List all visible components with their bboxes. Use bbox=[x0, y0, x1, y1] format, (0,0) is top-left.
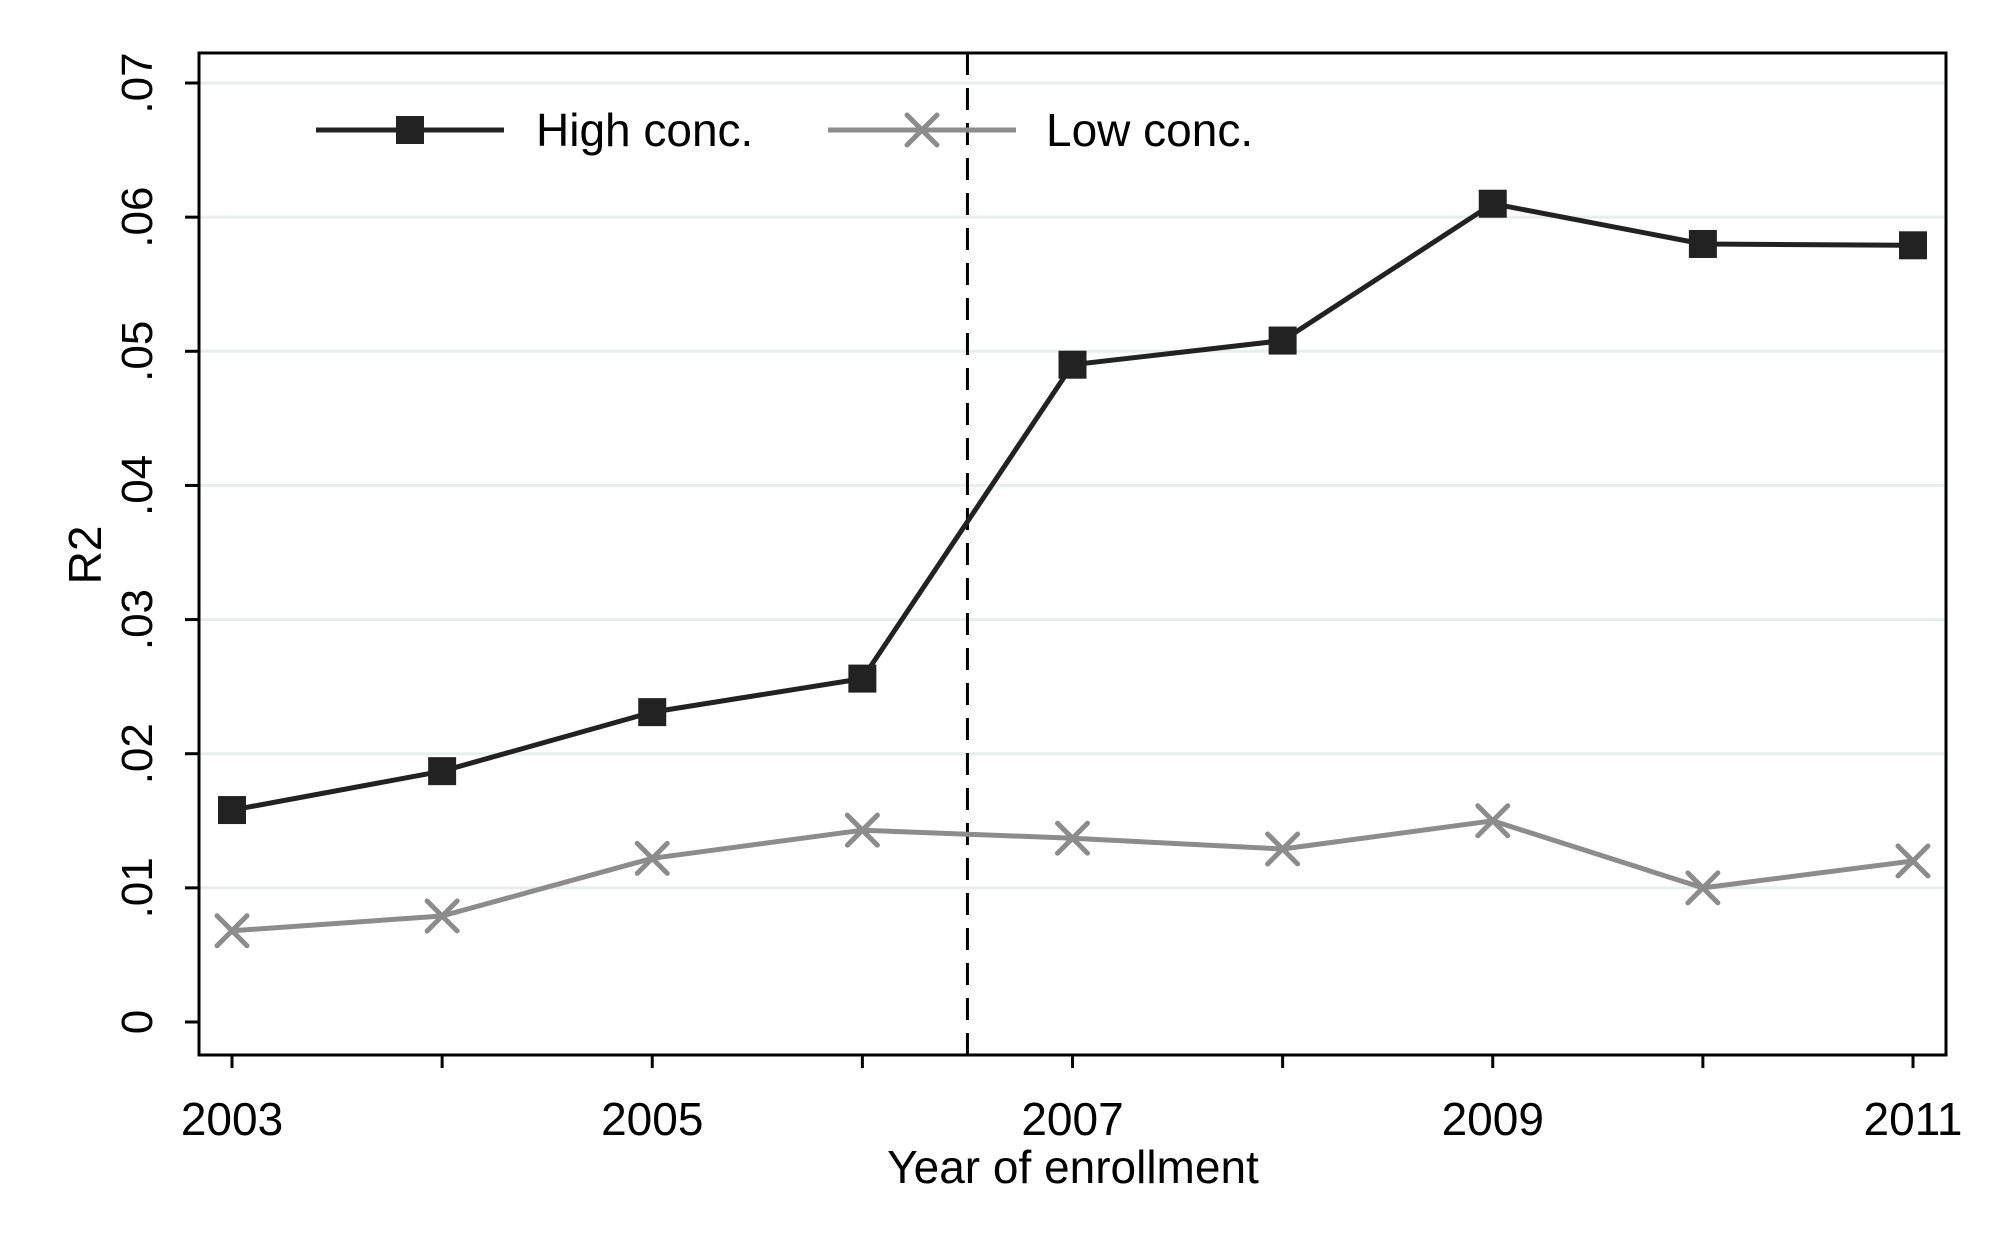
y-tick-label: .01 bbox=[113, 857, 162, 918]
y-tick-label: .05 bbox=[113, 321, 162, 382]
legend: High conc. Low conc. bbox=[316, 104, 1253, 156]
data-point bbox=[1895, 843, 1931, 879]
y-tick-label: .06 bbox=[113, 187, 162, 248]
legend-label: Low conc. bbox=[1046, 104, 1253, 156]
legend-item: Low conc. bbox=[828, 104, 1253, 156]
data-point bbox=[1688, 229, 1717, 258]
data-point bbox=[638, 698, 667, 727]
x-tick-label: 2007 bbox=[1021, 1093, 1123, 1145]
data-point bbox=[1055, 820, 1090, 856]
legend-marker bbox=[904, 112, 940, 148]
data-point bbox=[1899, 231, 1927, 260]
x-tick-label: 2003 bbox=[181, 1093, 283, 1145]
data-point bbox=[634, 840, 670, 876]
legend-label: High conc. bbox=[536, 104, 753, 156]
data-point bbox=[1268, 326, 1297, 355]
data-point bbox=[424, 898, 460, 934]
series-group bbox=[214, 189, 1931, 949]
marker-stroke bbox=[844, 812, 880, 848]
marker-stroke bbox=[904, 112, 940, 148]
marker-stroke bbox=[214, 913, 250, 949]
data-point bbox=[1478, 189, 1507, 218]
marker-stroke bbox=[1475, 803, 1511, 839]
y-tick-label: .07 bbox=[113, 52, 162, 113]
data-point bbox=[1265, 831, 1301, 867]
marker-stroke bbox=[424, 898, 460, 934]
marker-stroke bbox=[1685, 870, 1721, 906]
data-point bbox=[428, 757, 457, 786]
data-point bbox=[1475, 803, 1511, 839]
marker-stroke bbox=[634, 840, 670, 876]
y-tick-label: .03 bbox=[113, 589, 162, 650]
data-point bbox=[218, 796, 246, 825]
x-tick-label: 2011 bbox=[1864, 1093, 1963, 1145]
data-point bbox=[1058, 350, 1087, 379]
y-tick-label: .02 bbox=[113, 723, 162, 784]
data-point bbox=[848, 664, 877, 693]
x-tick-label: 2009 bbox=[1442, 1093, 1544, 1145]
legend-item: High conc. bbox=[316, 104, 753, 156]
data-point bbox=[1685, 870, 1721, 906]
y-tick-label: 0 bbox=[113, 1010, 162, 1034]
marker-stroke bbox=[1895, 843, 1931, 879]
marker-stroke bbox=[1265, 831, 1301, 867]
x-axis-title: Year of enrollment bbox=[887, 1141, 1259, 1193]
axes: 0 .01 .02 .03 .04 .05 .06 .07 2003 2005 2007 2009 20… bbox=[113, 51, 1963, 1145]
data-point bbox=[844, 812, 880, 848]
data-point bbox=[214, 913, 250, 949]
marker-stroke bbox=[1055, 820, 1090, 856]
x-tick-label: 2005 bbox=[601, 1093, 703, 1145]
legend-marker bbox=[396, 116, 424, 144]
y-axis-title: R2 bbox=[59, 526, 111, 585]
y-tick-label: .04 bbox=[113, 455, 162, 516]
